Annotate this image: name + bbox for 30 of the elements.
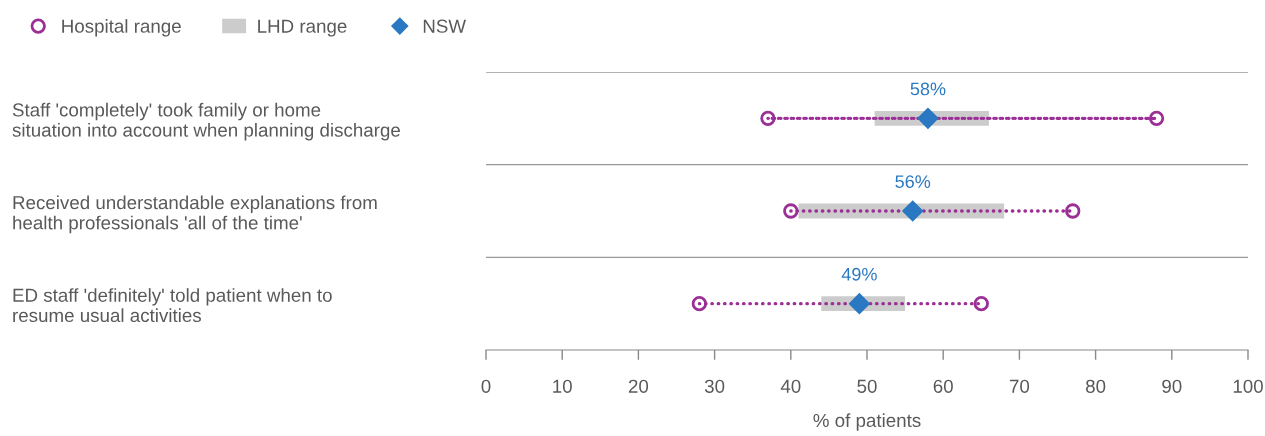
data-label: 56% (895, 175, 931, 188)
point (1148, 110, 1165, 126)
point (783, 203, 799, 219)
x-tick-label: 0 (481, 379, 491, 393)
legend-label: Hospital range (62, 19, 181, 37)
y-tick-label: ED staff 'definitely' told patient when to resume usual activities (13, 288, 332, 323)
x-axis-title: % of patients (813, 413, 921, 431)
point (973, 296, 989, 312)
point (1065, 203, 1081, 219)
x-tick-label: 90 (1162, 379, 1182, 393)
point (760, 110, 776, 126)
point (848, 293, 870, 315)
legend-label: LHD range (258, 19, 347, 37)
data-label: 58% (910, 82, 946, 96)
x-tick-label: 100 (1233, 379, 1263, 393)
data-label: 49% (841, 267, 877, 281)
y-tick-label: Staff 'completely' took family or home situation into account when planning discharge (12, 102, 400, 141)
x-tick-label: 30 (704, 379, 725, 393)
x-tick-label: 70 (1009, 379, 1030, 393)
point (917, 107, 939, 129)
x-tick-label: 40 (780, 379, 801, 393)
x-tick-label: 60 (933, 379, 953, 393)
y-tick-label: Received understandable explanations from health professionals 'all of the time' (13, 195, 377, 234)
x-tick-label: 80 (1085, 379, 1106, 393)
legend-label: NSW (423, 19, 466, 33)
x-tick-label: 20 (628, 379, 649, 393)
point (691, 296, 707, 312)
x-tick-label: 50 (857, 379, 877, 393)
x-tick-label: 10 (553, 379, 572, 393)
point (902, 200, 924, 222)
